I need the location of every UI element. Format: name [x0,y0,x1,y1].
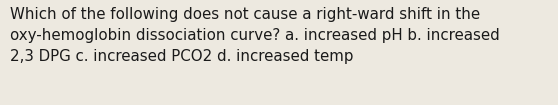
Text: Which of the following does not cause a right-ward shift in the
oxy-hemoglobin d: Which of the following does not cause a … [10,7,500,64]
